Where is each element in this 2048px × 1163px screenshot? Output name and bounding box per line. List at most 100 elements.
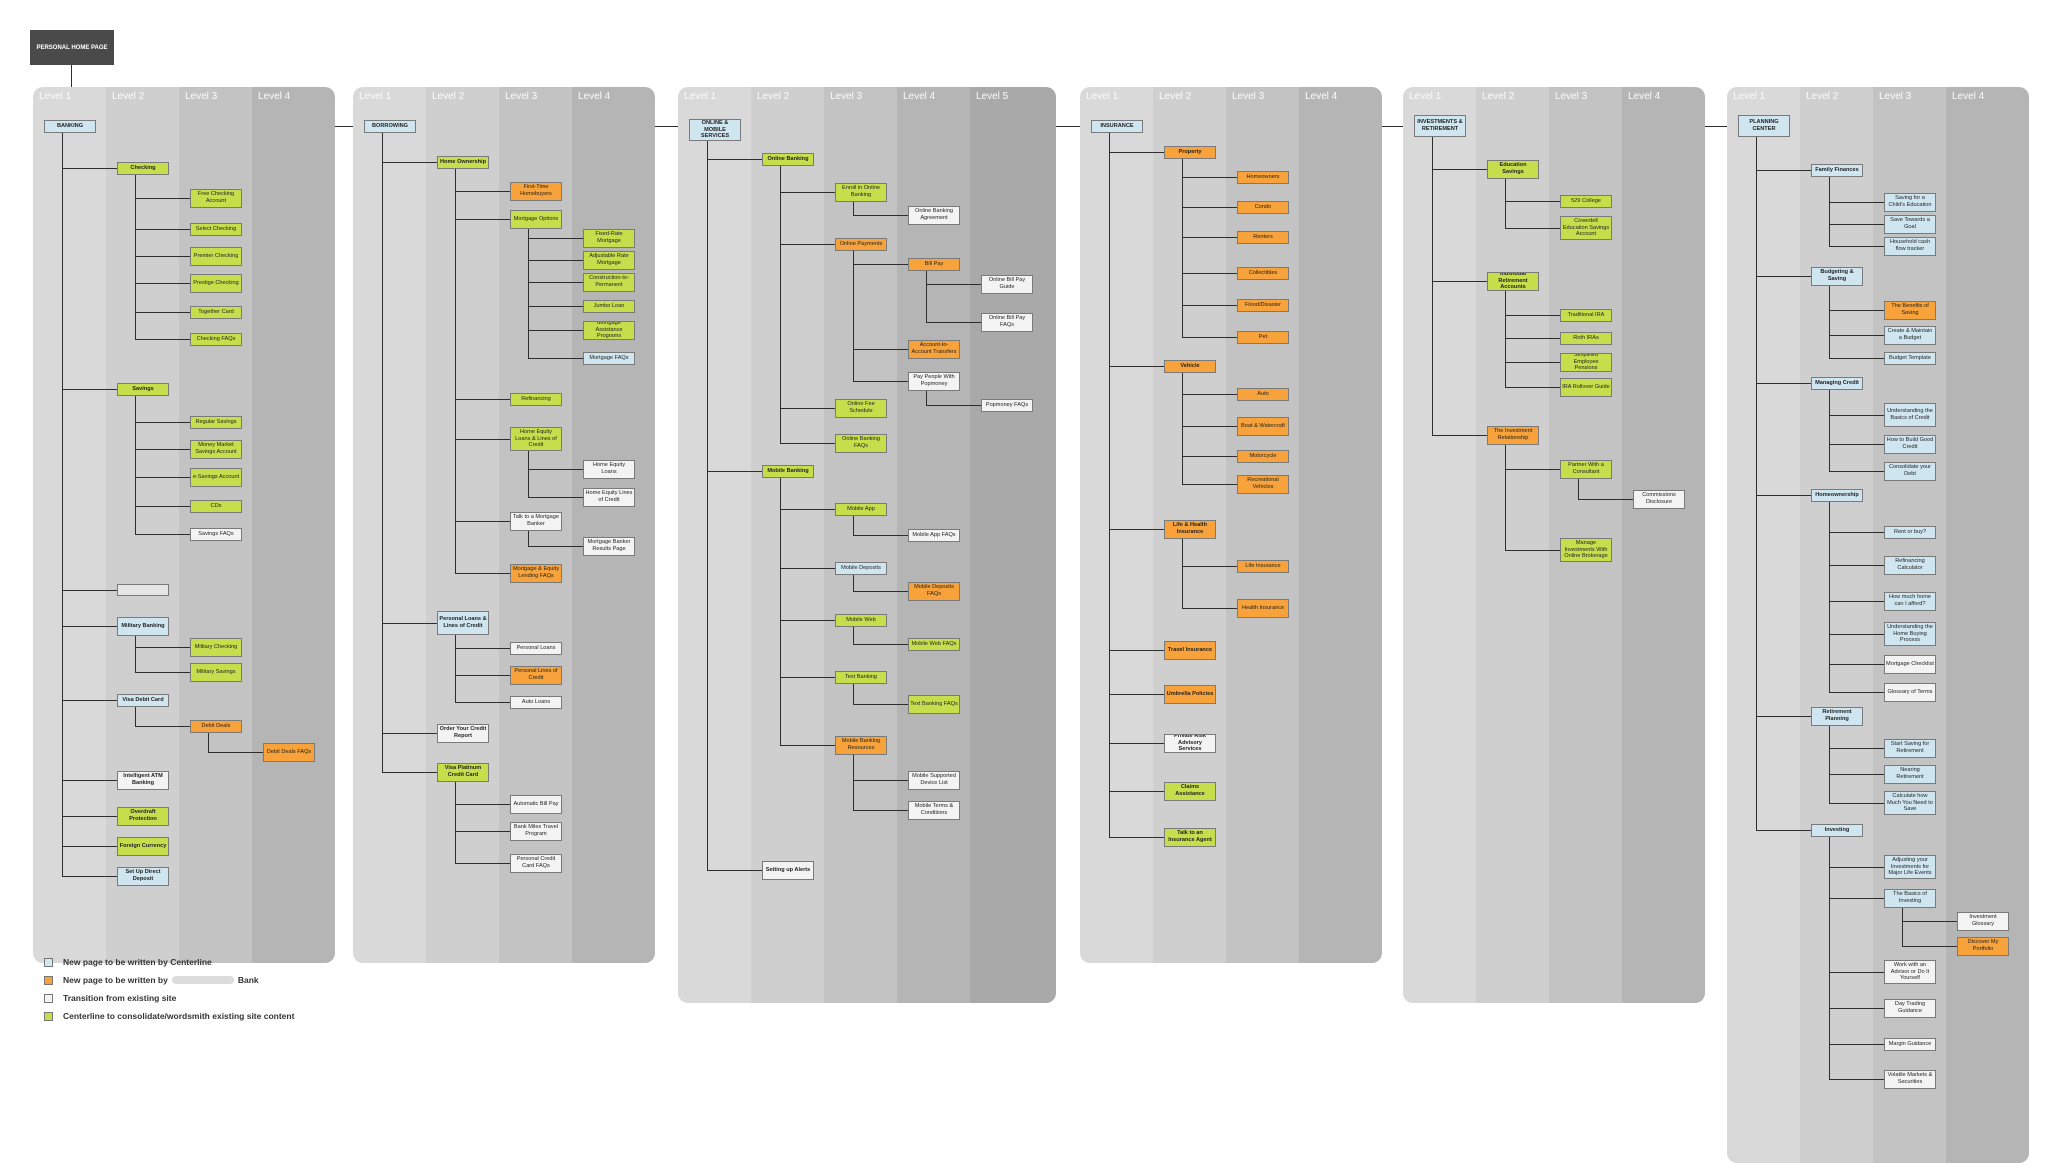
sitemap-node: Commissions Disclosure <box>1633 489 1685 509</box>
connector-line <box>1756 495 1811 496</box>
sitemap-node: Roth IRAs <box>1560 331 1612 345</box>
sitemap-node: Mobile Banking Resources <box>835 735 887 755</box>
connector-line <box>1829 867 1884 868</box>
sitemap-node: First-Time Homebuyers <box>510 181 562 201</box>
connector-line <box>707 471 762 472</box>
sitemap-node: Glossary of Terms <box>1884 682 1936 702</box>
sitemap-node: Volatile Markets & Securities <box>1884 1069 1936 1089</box>
connector-line <box>1182 177 1237 178</box>
level-label: Level 2 <box>432 91 465 102</box>
connector-line <box>1829 692 1884 693</box>
sitemap-node: Online Bill Pay Guide <box>981 274 1033 294</box>
sitemap-node: Saving for a Child's Education <box>1884 192 1936 212</box>
level-column: Level 2 <box>106 87 179 963</box>
legend-item-orange: New page to be written by Bank <box>44 974 259 986</box>
sitemap-node: Consolidate your Debt <box>1884 461 1936 481</box>
sitemap-node: Budget Template <box>1884 351 1936 365</box>
connector-line <box>1109 529 1164 530</box>
connector-line <box>455 702 510 703</box>
level-column: Level 1 <box>353 87 426 963</box>
sitemap-node: Personal Credit Card FAQs <box>510 853 562 873</box>
connector-line <box>1182 608 1237 609</box>
connector-line <box>1829 285 1830 358</box>
level-label: Level 4 <box>578 91 611 102</box>
connector-line <box>780 443 835 444</box>
sitemap-node: Understanding the Home Buying Process <box>1884 622 1936 646</box>
connector-line <box>455 831 510 832</box>
sitemap-node: Claims Assistance <box>1164 781 1216 801</box>
connector-line <box>853 754 854 810</box>
personal-home-page-node: PERSONAL HOME PAGE <box>30 30 114 65</box>
sitemap-node: Mortgage Banker Results Page <box>583 536 635 556</box>
sitemap-node: Bank Miles Travel Program <box>510 821 562 841</box>
connector-line <box>135 672 190 673</box>
level-label: Level 3 <box>505 91 538 102</box>
connector-line <box>853 626 854 644</box>
sitemap-node: Household cash flow tracker <box>1884 236 1936 256</box>
connector-line <box>853 683 854 704</box>
sitemap-node: Budgeting & Saving <box>1811 266 1863 286</box>
sitemap-node: The Investment Relationship <box>1487 425 1539 445</box>
sitemap-node: Coverdell Education Savings Account <box>1560 216 1612 240</box>
connector-line <box>853 574 854 591</box>
sitemap-node: Start Saving for Retirement <box>1884 738 1936 758</box>
sitemap-node: Flood/Disaster <box>1237 298 1289 312</box>
connector-line <box>1505 178 1506 228</box>
connector-line <box>528 260 583 261</box>
sitemap-node: Create & Maintain a Budget <box>1884 325 1936 345</box>
connector-line <box>135 339 190 340</box>
sitemap-node: Homeownership <box>1811 488 1863 502</box>
connector-line <box>1902 907 1903 946</box>
sitemap-node: Personal Loans <box>510 641 562 655</box>
connector-line <box>135 256 190 257</box>
legend-item-blue: New page to be written by Centerline <box>44 956 212 968</box>
sitemap-node: Boat & Watercraft <box>1237 416 1289 436</box>
sitemap-node: Understanding the Basics of Credit <box>1884 403 1936 427</box>
connector-line <box>528 546 583 547</box>
sitemap-node: Work with an Advisor or Do It Yourself <box>1884 960 1936 984</box>
connector-line <box>1505 387 1560 388</box>
home-connector <box>71 65 72 87</box>
sitemap-node: Text Banking <box>835 670 887 684</box>
sitemap-node: Mortgage FAQs <box>583 351 635 365</box>
connector-line <box>1756 716 1811 717</box>
connector-line <box>62 780 117 781</box>
connector-line <box>853 591 908 592</box>
sitemap-node: BORROWING <box>364 119 416 133</box>
sitemap-node: Mobile Deposits FAQs <box>908 581 960 601</box>
level-column: Level 2 <box>1476 87 1549 1003</box>
connector-line <box>926 322 981 323</box>
sitemap-node: Personal Lines of Credit <box>510 665 562 685</box>
sitemap-node: Military Checking <box>190 637 242 657</box>
connector-line <box>1902 946 1957 947</box>
connector-line <box>455 191 510 192</box>
connector-line <box>1829 634 1884 635</box>
connector-line <box>1109 694 1164 695</box>
sitemap-node: Pay People With Popmoney <box>908 371 960 391</box>
sitemap-node: Individual Retirement Accounts <box>1487 271 1539 291</box>
level-label: Level 2 <box>1482 91 1515 102</box>
connector-line <box>1505 338 1560 339</box>
sitemap-node: Family Finances <box>1811 163 1863 177</box>
sitemap-node: Online Banking FAQs <box>835 433 887 453</box>
sitemap-node: Travel Insurance <box>1164 640 1216 660</box>
connector-line <box>1829 358 1884 359</box>
connector-line <box>455 804 510 805</box>
connector-line <box>1182 426 1237 427</box>
connector-line <box>1505 444 1506 550</box>
sitemap-node: Visa Debit Card <box>117 693 169 707</box>
sitemap-node: Online Bill Pay FAQs <box>981 312 1033 332</box>
connector-line <box>1829 389 1830 471</box>
sitemap-node: Home Equity Loans <box>583 459 635 479</box>
sitemap-node: Adjustable Rate Mortgage <box>583 250 635 270</box>
sitemap-node: Talk to an Insurance Agent <box>1164 827 1216 847</box>
connector-line <box>853 349 908 350</box>
connector-line <box>780 408 835 409</box>
level-label: Level 4 <box>1952 91 1985 102</box>
sitemap-node: Visa Platinum Credit Card <box>437 762 489 782</box>
section-panel-2: Level 1 Level 2 Level 3 Level 4 BORROWING Hom… <box>353 87 655 963</box>
connector-line <box>455 635 456 702</box>
sitemap-node: Text Banking FAQs <box>908 694 960 714</box>
sitemap-node: Mobile Web <box>835 613 887 627</box>
connector-line <box>853 264 908 265</box>
